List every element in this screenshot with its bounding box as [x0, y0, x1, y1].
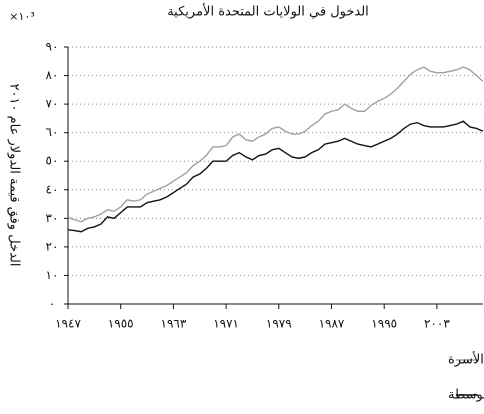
y-tick-label: ٣٠ — [46, 211, 59, 225]
y-tick-label: ٩٠ — [46, 40, 59, 54]
x-tick-label: ١٩٨٧ — [319, 317, 345, 331]
y-tick-label: ٨٠ — [46, 68, 59, 82]
legend-label: متوسط دخل الأسرة — [448, 351, 484, 368]
x-tick-label: ١٩٧١ — [213, 317, 239, 331]
y-tick-label: ٥٠ — [46, 154, 59, 168]
y-tick-label: ٢٠ — [46, 239, 59, 253]
y-tick-label: ٧٠ — [46, 97, 59, 111]
y-tick-label: ٠ — [49, 297, 55, 311]
y-tick-label: ٦٠ — [46, 125, 59, 139]
y-axis-label: الدخل وفق قيمة الدولار عام ٢٠١٠ — [7, 84, 22, 267]
legend-label: دخل الأسرة المتوسطة — [448, 386, 484, 403]
chart-title: الدخول في الولايات المتحدة الأمريكية — [167, 3, 369, 20]
x-tick-label: ١٩٦٣ — [161, 317, 187, 331]
y-multiplier: ×١٠³ — [9, 10, 34, 23]
data-line — [67, 66, 484, 223]
x-tick-label: ٢٠٠٣ — [424, 317, 450, 331]
y-tick-label: ١٠ — [46, 268, 59, 282]
x-tick-label: ١٩٩٥ — [371, 317, 397, 331]
y-tick-label: ٤٠ — [46, 182, 59, 196]
data-line — [67, 120, 484, 233]
x-tick-label: ١٩٤٧ — [55, 317, 81, 331]
x-tick-label: ١٩٥٥ — [108, 317, 134, 331]
x-tick-label: ١٩٧٩ — [266, 317, 292, 331]
